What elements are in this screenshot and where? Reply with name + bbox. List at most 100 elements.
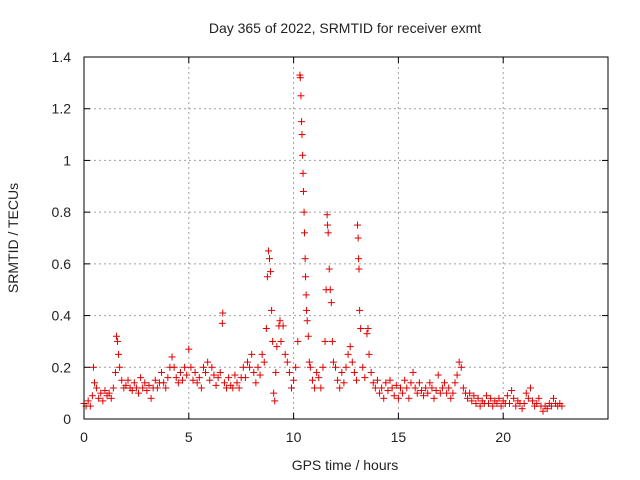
data-point [447, 394, 455, 402]
data-point [413, 389, 421, 397]
data-point [503, 392, 511, 400]
data-point [399, 389, 407, 397]
data-point [373, 376, 381, 384]
data-point [455, 358, 463, 366]
data-point [164, 374, 172, 382]
data-point [476, 402, 484, 410]
data-point [411, 384, 419, 392]
x-tick-labels: 0 5 10 15 20 [80, 429, 511, 445]
data-point [526, 384, 534, 392]
data-point [453, 371, 461, 379]
data-point [235, 384, 243, 392]
data-point [299, 169, 307, 177]
data-point [219, 309, 227, 317]
data-point [323, 211, 331, 219]
data-point [543, 405, 551, 413]
data-point [246, 363, 254, 371]
data-point [361, 374, 369, 382]
data-point [158, 368, 166, 376]
data-point [535, 394, 543, 402]
data-point [214, 374, 222, 382]
data-point [359, 363, 367, 371]
data-point [99, 397, 107, 405]
data-point [533, 399, 541, 407]
data-point [405, 394, 413, 402]
data-point [193, 379, 201, 387]
data-point [223, 384, 231, 392]
data-point [466, 389, 474, 397]
data-point [241, 374, 249, 382]
data-point [109, 384, 117, 392]
y-tick-label: 0.8 [52, 204, 72, 220]
data-point [111, 368, 119, 376]
data-point [172, 374, 180, 382]
data-point [299, 151, 307, 159]
data-point [168, 353, 176, 361]
data-point [305, 358, 313, 366]
chart-title: Day 365 of 2022, SRMTID for receiver exm… [209, 20, 481, 36]
data-point [101, 387, 109, 395]
data-point [468, 397, 476, 405]
data-point [285, 368, 293, 376]
data-point [204, 358, 212, 366]
data-point [179, 376, 187, 384]
data-point [355, 255, 363, 263]
data-point [436, 389, 444, 397]
data-point [550, 394, 558, 402]
data-point [297, 92, 305, 100]
data-point [505, 399, 513, 407]
data-point [529, 397, 537, 405]
data-point [451, 379, 459, 387]
data-point [162, 384, 170, 392]
data-point [260, 358, 268, 366]
data-point [296, 74, 304, 82]
data-point [482, 392, 490, 400]
data-point [344, 350, 352, 358]
data-point [151, 376, 159, 384]
data-point [342, 363, 350, 371]
data-point [143, 387, 151, 395]
y-tick-label: 0.6 [52, 256, 72, 272]
data-point [84, 397, 92, 405]
data-point [300, 229, 308, 237]
data-point [441, 379, 449, 387]
data-point [390, 392, 398, 400]
data-point [185, 345, 193, 353]
data-point [93, 384, 101, 392]
data-point [325, 265, 333, 273]
data-point [141, 379, 149, 387]
data-point [315, 374, 323, 382]
data-point [124, 376, 132, 384]
data-point [225, 374, 233, 382]
data-point [248, 350, 256, 358]
data-point [298, 118, 306, 126]
data-point [497, 402, 505, 410]
plot-frame [83, 56, 609, 420]
data-point [524, 394, 532, 402]
data-point [218, 319, 226, 327]
data-point [355, 265, 363, 273]
data-point [252, 379, 260, 387]
x-tick-label: 0 [80, 429, 88, 445]
data-points [80, 71, 566, 415]
data-point [357, 325, 365, 332]
data-point [470, 392, 478, 400]
data-point [558, 402, 566, 410]
data-point [396, 384, 404, 392]
data-point [290, 376, 298, 384]
data-point [145, 381, 153, 389]
data-point [176, 368, 184, 376]
data-point [376, 389, 384, 397]
data-point [392, 381, 400, 389]
data-point [420, 392, 428, 400]
x-tick-label: 10 [286, 429, 302, 445]
data-point [272, 368, 280, 376]
data-point [254, 363, 262, 371]
data-point [105, 389, 113, 397]
data-point [300, 208, 308, 216]
axis-ticks [83, 56, 608, 420]
data-point [270, 389, 278, 397]
data-point [262, 325, 270, 332]
data-point [401, 376, 409, 384]
